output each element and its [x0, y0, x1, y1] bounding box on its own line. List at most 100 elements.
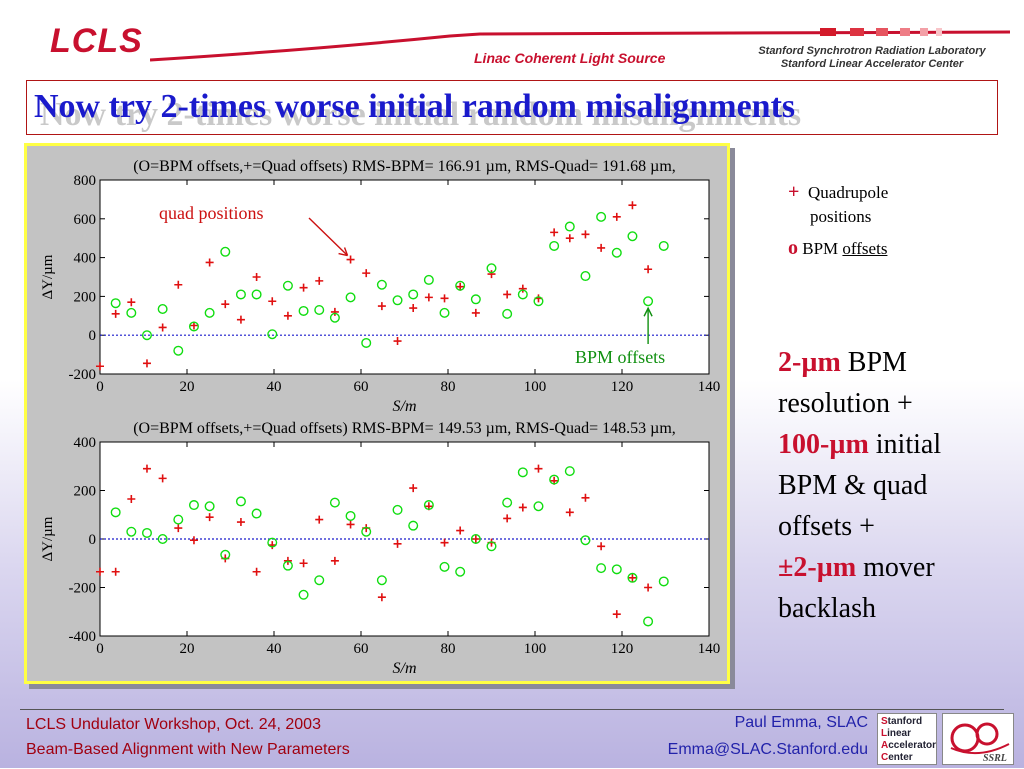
ssrl-logo-icon: SSRL — [950, 722, 1010, 764]
plot2-bpm-point — [423, 500, 434, 511]
plot1-bpm-point — [470, 294, 481, 305]
plot1-ytick-label: 400 — [74, 251, 97, 267]
plot2-bpm-point — [173, 514, 184, 525]
plot2-quad-point — [471, 535, 480, 543]
quad-marker-icon: + — [788, 181, 800, 203]
plot1-quad-point — [221, 300, 230, 309]
plot2-bpm-point — [267, 537, 278, 548]
plot1-bpm-point — [251, 289, 262, 300]
plot1-bpm-point — [455, 280, 466, 291]
plot2-quad-point — [189, 536, 198, 545]
plot2-xtick-label: 60 — [354, 641, 369, 657]
bpm-marker-icon: o — [788, 237, 798, 259]
plot1-xtick-label: 40 — [267, 379, 282, 395]
legend-quad-label-1: Quadrupole — [808, 183, 889, 202]
plot2-bpm-point — [298, 589, 309, 600]
plot2-quad-point — [644, 583, 653, 592]
plot1-bpm-point — [126, 307, 137, 318]
plot2-quad-point — [456, 526, 465, 535]
plot2-ytick-label: 400 — [74, 435, 97, 451]
plot1-bpm-point — [361, 337, 372, 348]
slac-logo-line-3: ccelerator — [888, 740, 937, 751]
plot2-xtick-label: 80 — [441, 641, 456, 657]
plot1-bpm-point — [173, 345, 184, 356]
plot2-ylabel: ΔY/µm — [40, 516, 56, 561]
plot1-bpm-point — [596, 211, 607, 222]
plot2-bpm-point — [282, 560, 293, 571]
plot2-quad-point — [393, 539, 402, 548]
plot2-quad-point — [252, 567, 261, 576]
plot1-quad-point — [487, 270, 496, 279]
plot2-bpm-point — [517, 467, 528, 478]
plot1-bpm-point — [267, 329, 278, 340]
plot2-bpm-point — [329, 497, 340, 508]
plot1-quad-point — [205, 258, 214, 267]
legend-bpm-label-2: offsets — [842, 239, 888, 258]
plot2-bpm-point — [486, 541, 497, 552]
plot1-bpm-point — [392, 295, 403, 306]
plot1-bpm-point — [533, 296, 544, 307]
plot2-quad-point — [581, 493, 590, 502]
backlash-value: ±2-µm — [778, 552, 857, 583]
plots-svg: (O=BPM offsets,+=Quad offsets) RMS-BPM= … — [40, 158, 720, 677]
plot1-bpm-point — [345, 292, 356, 303]
plot1-quad-point — [252, 273, 261, 281]
plot1-quad-point — [424, 293, 433, 302]
plot1-bpm-point — [110, 298, 121, 309]
plot2-bpm-point — [141, 527, 152, 538]
plot2-quad-point — [299, 559, 308, 568]
plot2-xtick-label: 40 — [267, 641, 282, 657]
plot2-bpm-point — [596, 563, 607, 574]
plot1-quad-point — [362, 269, 371, 278]
plot1-bpm-point — [141, 330, 152, 341]
plot2-bpm-point — [126, 526, 137, 537]
parameters-text: 2-µm BPM resolution + 100-µm initial BPM… — [778, 342, 1008, 629]
plot1-quad-point — [409, 304, 418, 313]
slac-logo-line-2: inear — [887, 728, 912, 739]
footer-email[interactable]: Emma@SLAC.Stanford.edu — [667, 741, 868, 758]
plot1-quad-point — [236, 315, 245, 324]
text-line-1: BPM — [840, 347, 907, 378]
slac-logo-line-1: tanford — [887, 716, 923, 727]
ssrl-logo: SSRL — [942, 713, 1014, 765]
plot1-ytick-label: -200 — [69, 367, 97, 383]
footer-author: Paul Emma, SLAC — [734, 714, 868, 731]
plot1-bpm-point — [517, 289, 528, 300]
plot1-quad-point — [111, 309, 120, 318]
plot2-xtick-label: 20 — [180, 641, 195, 657]
plot1-quad-point — [330, 307, 339, 316]
text-line-2: resolution + — [778, 388, 913, 419]
plot1-bpm-point — [220, 246, 231, 257]
plot2-quad-point — [597, 542, 606, 551]
footer-talk-title: Beam-Based Alignment with New Parameters — [26, 741, 350, 758]
lab-name: Stanford Synchrotron Radiation Laborator… — [742, 45, 1002, 71]
plot1-quad-point — [471, 308, 480, 317]
plot1-bpm-point — [204, 307, 215, 318]
plot2-ytick-label: -400 — [69, 629, 97, 645]
plot1-quad-point — [503, 290, 512, 299]
plot1-quad-point — [440, 294, 449, 303]
plot1-bpm-point — [157, 304, 168, 315]
footer-divider — [20, 709, 1004, 710]
plot2-bpm-point — [392, 504, 403, 515]
text-line-7: backlash — [778, 593, 876, 624]
plot2-quad-point — [628, 573, 637, 582]
plot1-quad-point — [518, 284, 527, 293]
plot1-annotation-bpm: BPM offsets — [575, 347, 665, 367]
plot2-bpm-point — [376, 575, 387, 586]
plot1-annotation-quad: quad positions — [159, 203, 264, 223]
plot1-quad-point — [393, 337, 402, 346]
lab-line-2: Stanford Linear Accelerator Center — [780, 58, 964, 70]
plot1-axes-frame — [99, 179, 710, 375]
plot2-bpm-point — [220, 549, 231, 560]
legend: + Quadrupole positions o BPM offsets — [788, 180, 888, 260]
title-box — [26, 80, 998, 135]
plot1-xtick-label: 20 — [180, 379, 195, 395]
header-swoosh — [150, 28, 1010, 62]
plot2-bpm-point — [564, 466, 575, 477]
plot2-bpm-point — [110, 507, 121, 518]
plot2-bpm-point — [455, 566, 466, 577]
text-line-5: offsets + — [778, 511, 875, 542]
plot2-ytick-label: 200 — [74, 484, 97, 500]
plot1-bpm-point — [282, 280, 293, 291]
